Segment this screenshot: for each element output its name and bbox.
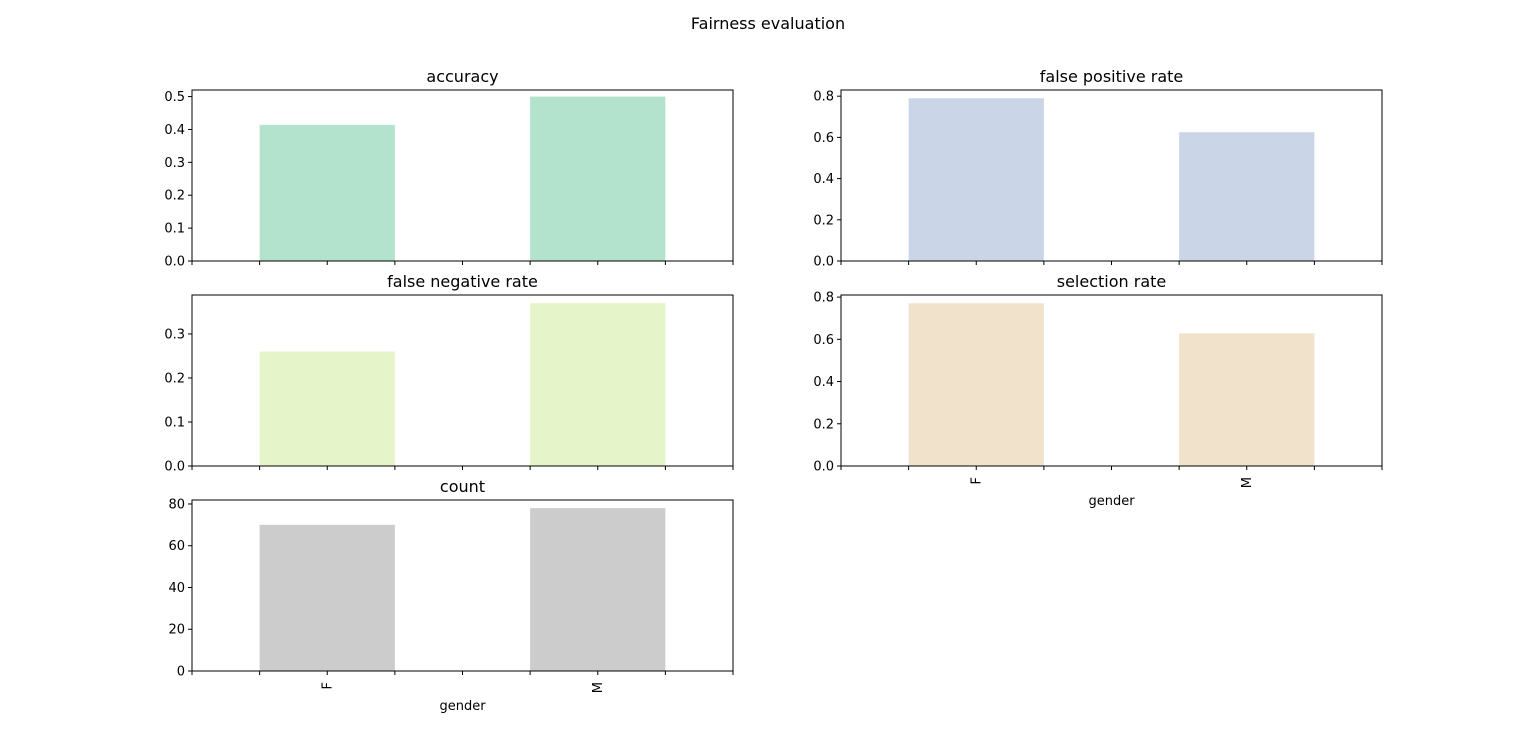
y-tick-label: 80 xyxy=(168,497,185,512)
y-tick-label: 0.4 xyxy=(164,123,185,138)
y-tick-label: 20 xyxy=(168,623,185,638)
subplot-title: count xyxy=(440,477,485,496)
y-tick-label: 0.3 xyxy=(164,327,185,342)
x-axis-label: gender xyxy=(439,699,486,714)
y-tick-label: 0.1 xyxy=(164,415,185,430)
bar-m xyxy=(1179,132,1315,261)
y-tick-label: 0.2 xyxy=(813,213,834,228)
y-tick-label: 0.5 xyxy=(164,90,185,105)
subplot-title: false negative rate xyxy=(387,272,538,291)
bar-f xyxy=(259,524,395,671)
y-tick-label: 0.4 xyxy=(813,172,834,187)
y-tick-label: 0.4 xyxy=(813,375,834,390)
bar-f xyxy=(259,124,395,261)
subplot-title: false positive rate xyxy=(1040,67,1184,86)
y-tick-label: 0 xyxy=(177,665,185,680)
x-tick-label: M xyxy=(1240,477,1255,488)
y-tick-label: 0.0 xyxy=(813,255,834,270)
x-tick-label: M xyxy=(591,682,606,693)
y-tick-label: 0.1 xyxy=(164,222,185,237)
bar-f xyxy=(908,303,1044,466)
subplot-false-negative-rate: false negative rate 0.0 0.1 0.2 0.3 xyxy=(164,272,734,475)
bar-m xyxy=(530,508,666,671)
bar-f xyxy=(908,98,1044,261)
bar-f xyxy=(259,351,395,466)
y-tick-label: 0.2 xyxy=(813,417,834,432)
y-tick-label: 0.8 xyxy=(813,291,834,306)
y-tick-label: 0.2 xyxy=(164,189,185,204)
y-tick-label: 0.0 xyxy=(164,255,185,270)
bar-m xyxy=(530,96,666,261)
y-tick-label: 0.3 xyxy=(164,156,185,171)
y-tick-label: 0.2 xyxy=(164,371,185,386)
y-tick-label: 0.6 xyxy=(813,333,834,348)
y-tick-label: 0.0 xyxy=(813,460,834,475)
figure-title: Fairness evaluation xyxy=(691,14,845,33)
bar-m xyxy=(1179,333,1315,466)
x-tick-label: F xyxy=(969,477,984,484)
subplot-title: accuracy xyxy=(426,67,498,86)
y-tick-label: 0.8 xyxy=(813,90,834,105)
subplot-title: selection rate xyxy=(1057,272,1167,291)
y-tick-label: 40 xyxy=(168,581,185,596)
y-tick-label: 0.0 xyxy=(164,460,185,475)
subplot-false-positive-rate: false positive rate 0.0 0.2 0.4 0.6 0.8 xyxy=(813,67,1383,270)
y-tick-label: 0.6 xyxy=(813,131,834,146)
subplot-accuracy: accuracy 0.0 0.1 0.2 0.3 0.4 0.5 xyxy=(164,67,734,270)
x-axis-label: gender xyxy=(1088,494,1135,509)
subplot-grid: accuracy 0.0 0.1 0.2 0.3 0.4 0.5 false positive… xyxy=(164,67,1383,714)
bar-m xyxy=(530,303,666,466)
x-tick-label: F xyxy=(320,682,335,689)
y-tick-label: 60 xyxy=(168,539,185,554)
